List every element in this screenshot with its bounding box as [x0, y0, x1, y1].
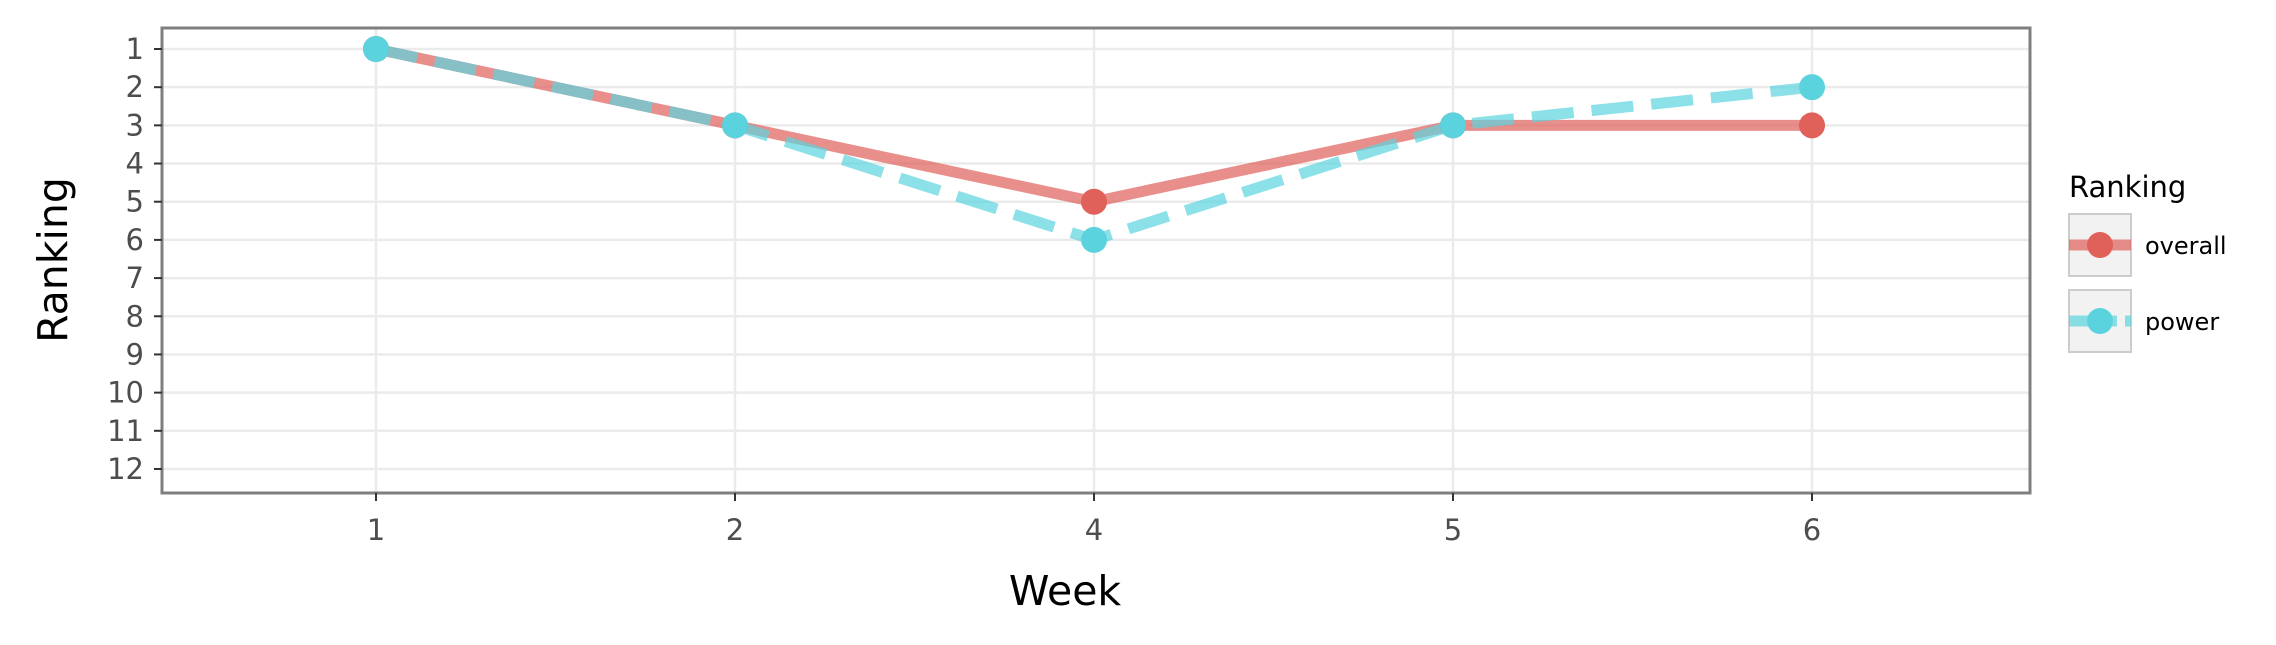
x-tick-label: 1: [367, 513, 385, 547]
x-tick-label: 4: [1085, 513, 1103, 547]
data-point-overall: [1799, 112, 1825, 139]
x-axis: 1 2 4 5 6: [367, 493, 1821, 547]
y-tick-label: 2: [126, 70, 144, 104]
series-layer: [363, 36, 1825, 253]
y-tick-label: 6: [126, 223, 144, 257]
y-tick-label: 8: [126, 299, 144, 333]
panel-border: [160, 26, 2032, 495]
y-axis-title: Ranking: [29, 177, 77, 343]
y-tick-label: 3: [126, 108, 144, 142]
data-point-power: [722, 112, 748, 139]
y-tick-label: 7: [126, 261, 144, 295]
data-point-power: [363, 36, 389, 62]
data-point-power: [1799, 74, 1825, 101]
legend-items: overall power: [2068, 213, 2227, 353]
y-tick-label: 10: [107, 376, 144, 410]
y-tick-label: 5: [126, 185, 144, 219]
legend-label-overall: overall: [2145, 232, 2227, 260]
legend: Ranking overall power: [2068, 170, 2227, 353]
y-tick-label: 12: [107, 452, 144, 486]
data-point-power: [1081, 226, 1107, 253]
x-axis-title: Week: [1009, 567, 1122, 615]
y-tick-label: 4: [126, 147, 144, 181]
legend-marker-power: [2087, 308, 2113, 334]
x-tick-label: 6: [1803, 513, 1821, 547]
x-tick-label: 2: [726, 513, 744, 547]
y-tick-label: 11: [107, 414, 144, 448]
data-point-overall: [1081, 188, 1107, 215]
legend-label-power: power: [2145, 308, 2219, 336]
legend-title: Ranking: [2069, 170, 2186, 204]
legend-marker-overall: [2087, 232, 2113, 258]
y-tick-label: 1: [126, 32, 144, 66]
x-tick-label: 5: [1444, 513, 1462, 547]
data-point-power: [1440, 112, 1466, 139]
y-tick-label: 9: [126, 337, 144, 371]
